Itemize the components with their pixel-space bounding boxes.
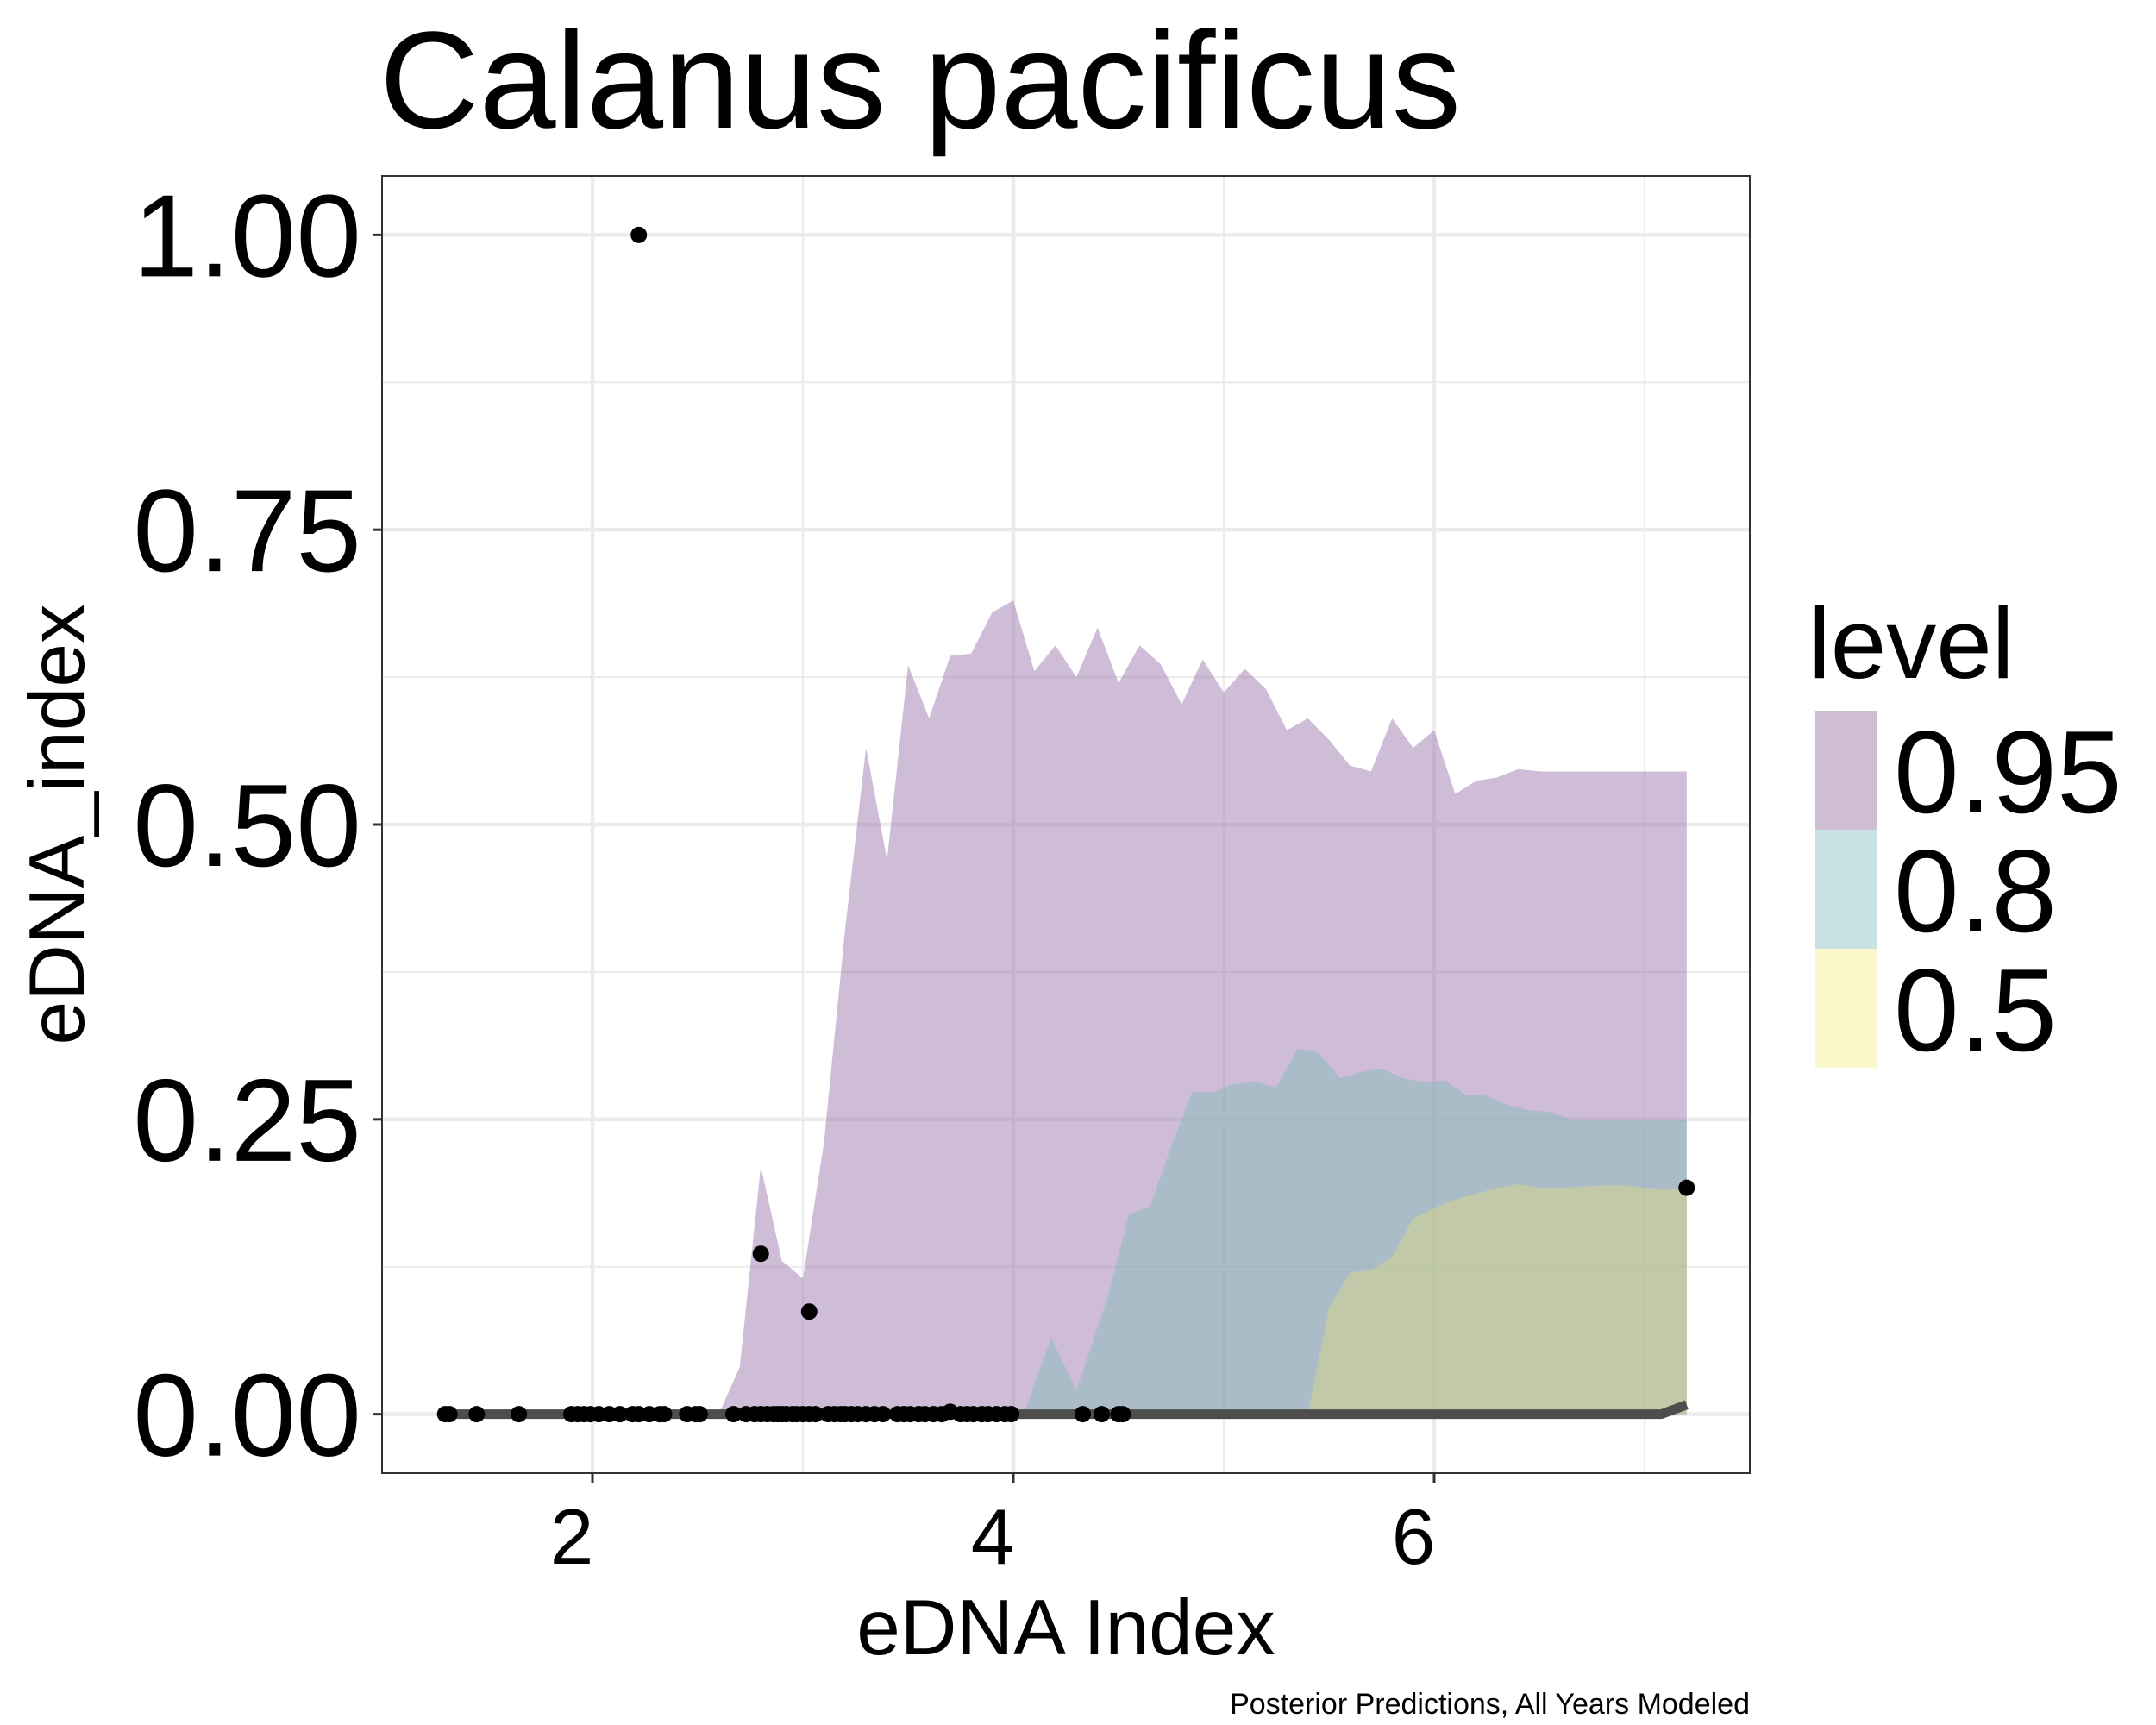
data-point: [874, 1406, 892, 1423]
y-tick-label: 0.75: [133, 465, 361, 596]
median-line: [445, 1400, 1689, 1420]
data-point: [630, 226, 648, 243]
data-point: [1094, 1406, 1110, 1423]
x-axis: 2 4 6: [550, 1473, 1436, 1581]
observed-points: [436, 226, 1695, 1423]
data-point: [807, 1406, 824, 1423]
data-point: [1678, 1179, 1695, 1196]
data-point: [691, 1406, 708, 1423]
chart-title: Calanus pacificus: [379, 3, 1461, 157]
legend-label: 0.5: [1894, 944, 2057, 1076]
data-point: [800, 1303, 818, 1320]
data-point: [468, 1406, 486, 1423]
caption: Posterior Predictions, All Years Modeled: [1230, 1688, 1750, 1721]
data-point: [511, 1406, 528, 1423]
x-tick-label: 4: [971, 1494, 1015, 1581]
ribbons: [698, 600, 1687, 1414]
median-line-path: [445, 1400, 1689, 1420]
data-point: [611, 1406, 629, 1423]
legend-swatch: [1815, 830, 1877, 949]
data-point: [1075, 1406, 1091, 1423]
y-axis: 0.00 0.25 0.50 0.75 1.00: [133, 170, 382, 1481]
ribbon-0.95: [698, 600, 1687, 1414]
legend-label: 0.95: [1894, 706, 2122, 837]
legend: level 0.950.80.5: [1808, 587, 2122, 1076]
data-point: [1003, 1406, 1020, 1423]
y-tick-label: 1.00: [133, 170, 361, 301]
x-tick-label: 2: [550, 1494, 594, 1581]
legend-swatch: [1815, 949, 1877, 1068]
data-point: [1114, 1406, 1131, 1423]
legend-swatch: [1815, 711, 1877, 830]
y-axis-title: eDNA_index: [14, 605, 101, 1045]
data-point: [725, 1406, 742, 1423]
data-point: [441, 1406, 458, 1423]
ribbon-0.8: [1024, 1048, 1687, 1414]
ribbon-0.5: [1307, 1184, 1687, 1414]
data-point: [752, 1245, 769, 1263]
y-tick-label: 0.50: [133, 760, 361, 891]
plot-panel: [381, 175, 1751, 1474]
x-axis-title: eDNA Index: [856, 1584, 1275, 1672]
data-point: [655, 1406, 673, 1423]
y-tick-label: 0.00: [133, 1350, 361, 1481]
legend-title: level: [1808, 587, 2015, 699]
y-tick-label: 0.25: [133, 1055, 361, 1186]
x-tick-label: 6: [1392, 1494, 1436, 1581]
legend-label: 0.8: [1894, 825, 2057, 957]
